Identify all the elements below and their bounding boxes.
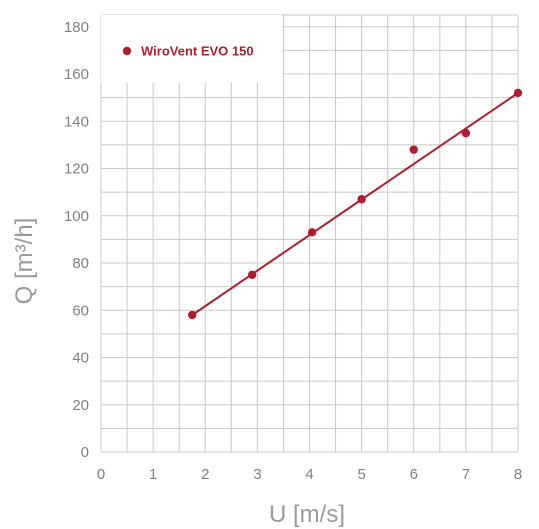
legend-box — [101, 15, 282, 83]
data-point — [188, 310, 197, 320]
y-tick-label: 140 — [64, 113, 89, 130]
x-axis-title: U [m/s] — [269, 501, 345, 528]
x-tick-label: 0 — [97, 466, 105, 483]
x-tick-label: 8 — [514, 466, 522, 483]
y-tick-label: 80 — [72, 255, 89, 272]
y-axis-title: Q [m³/h] — [11, 218, 38, 305]
y-tick-label: 100 — [64, 208, 89, 225]
x-tick-labels: 0 1 2 3 4 5 6 7 8 — [97, 466, 522, 483]
y-tick-label: 160 — [64, 66, 89, 83]
x-tick-label: 1 — [149, 466, 157, 483]
x-tick-label: 5 — [357, 466, 365, 483]
data-point — [409, 145, 418, 154]
x-tick-label: 4 — [305, 466, 313, 483]
y-tick-label: 0 — [81, 444, 89, 461]
data-point — [513, 88, 523, 98]
legend-label: WiroVent EVO 150 — [141, 44, 254, 59]
legend: WiroVent EVO 150 — [101, 15, 282, 83]
x-tick-label: 3 — [253, 466, 261, 483]
y-tick-label: 40 — [72, 350, 89, 367]
data-point — [307, 228, 317, 237]
y-tick-label: 20 — [72, 397, 89, 414]
y-tick-label: 180 — [64, 19, 89, 36]
x-tick-label: 6 — [410, 466, 418, 483]
data-point — [461, 128, 471, 138]
x-tick-label: 7 — [462, 466, 470, 483]
data-point — [247, 270, 257, 280]
y-tick-labels: 0 20 40 60 80 100 120 140 160 180 — [64, 19, 89, 461]
series-layer — [188, 88, 523, 320]
y-tick-label: 120 — [64, 161, 89, 178]
data-point — [357, 195, 366, 204]
y-tick-label: 60 — [72, 302, 89, 319]
trend-line — [191, 92, 519, 316]
legend-marker — [122, 46, 132, 56]
grid — [100, 14, 519, 453]
x-tick-label: 2 — [201, 466, 209, 483]
